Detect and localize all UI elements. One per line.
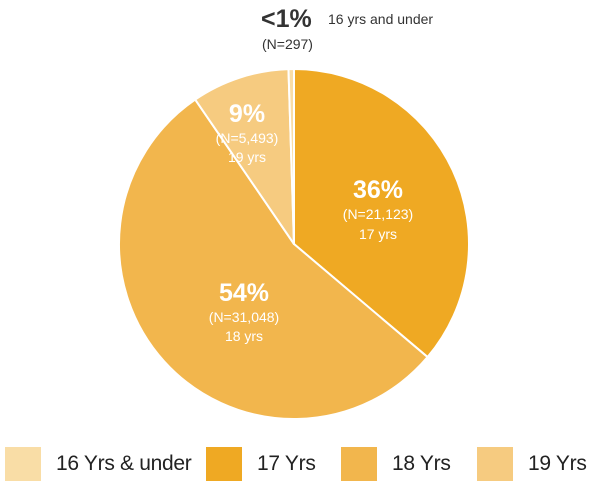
- legend-item-17: 17 Yrs: [206, 446, 316, 482]
- pie-slice-16-yrs-under: [287, 68, 295, 245]
- slice-label-18-age: 18 yrs: [225, 328, 263, 344]
- legend-label-19: 19 Yrs: [528, 452, 587, 475]
- legend-swatch-17: [206, 447, 242, 481]
- slice-label-16-percent: <1%: [261, 5, 312, 33]
- slice-label-19-n: (N=5,493): [216, 130, 279, 146]
- slice-label-19-percent: 9%: [229, 100, 265, 128]
- pie-slice-17-yrs: [293, 68, 470, 359]
- pie-chart: 36% (N=21,123) 17 yrs 54% (N=31,048) 18 …: [118, 5, 470, 420]
- legend-item-16-under: 16 Yrs & under: [5, 446, 192, 482]
- legend-label-16-under: 16 Yrs & under: [56, 452, 192, 475]
- legend-swatch-19: [477, 447, 513, 481]
- legend-swatch-16-under: [5, 447, 41, 481]
- legend-label-18: 18 Yrs: [392, 452, 451, 475]
- slice-label-16-age: 16 yrs and under: [328, 11, 433, 27]
- legend-item-19: 19 Yrs: [477, 446, 587, 482]
- pie-slice-19-yrs: [194, 68, 295, 245]
- slice-label-19-age: 19 yrs: [228, 149, 266, 165]
- slice-label-17-percent: 36%: [353, 176, 403, 204]
- chart-legend: 16 Yrs & under 17 Yrs 18 Yrs 19 Yrs: [0, 440, 589, 502]
- pie-slices: [118, 68, 470, 420]
- slice-label-17-n: (N=21,123): [343, 206, 413, 222]
- slice-label-18-percent: 54%: [219, 279, 269, 307]
- legend-swatch-18: [341, 447, 377, 481]
- legend-label-17: 17 Yrs: [257, 452, 316, 475]
- slice-label-16-n: (N=297): [262, 36, 313, 52]
- pie-slice-18-yrs: [118, 98, 429, 420]
- legend-item-18: 18 Yrs: [341, 446, 451, 482]
- slice-labels: 36% (N=21,123) 17 yrs 54% (N=31,048) 18 …: [209, 5, 434, 344]
- slice-label-18-n: (N=31,048): [209, 309, 279, 325]
- slice-label-17-age: 17 yrs: [359, 226, 397, 242]
